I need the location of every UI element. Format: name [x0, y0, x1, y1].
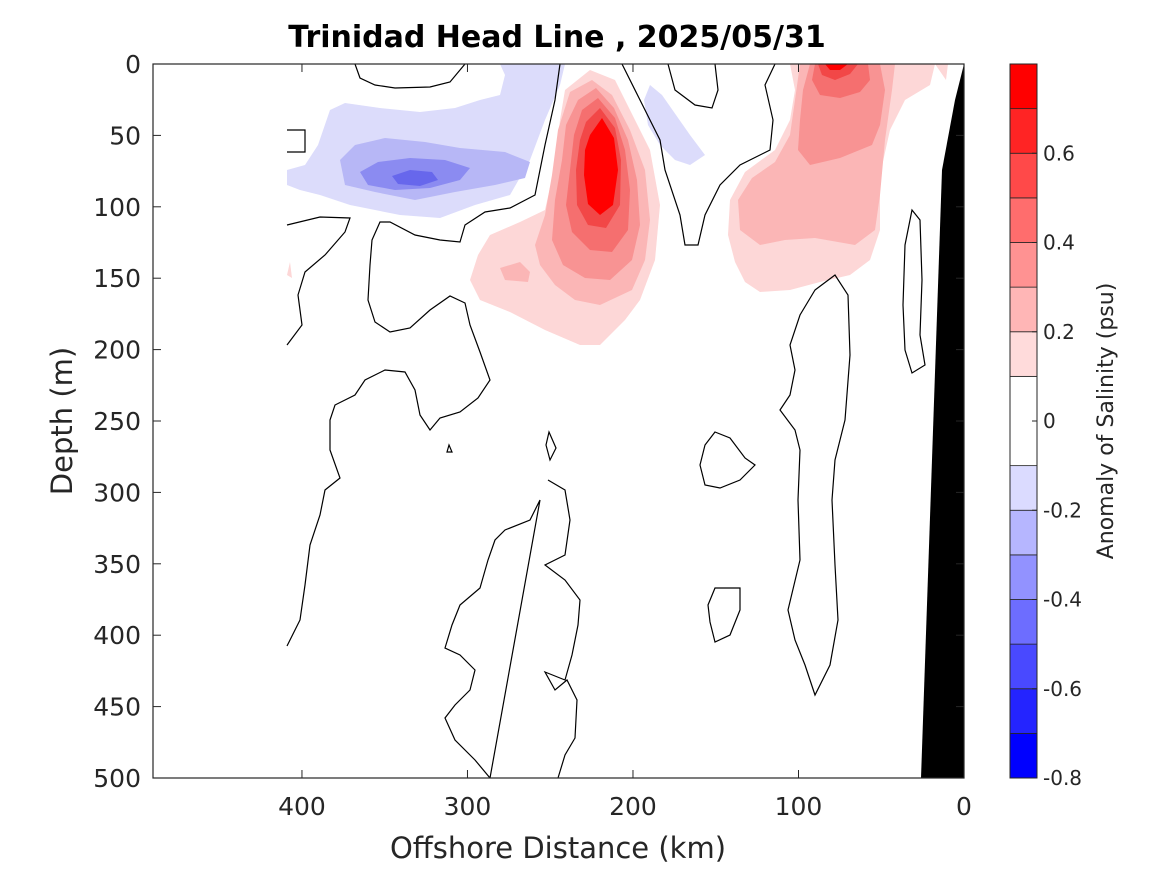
colorbar-tick-label: 0.4: [1043, 231, 1075, 255]
colorbar-tick-label: -0.2: [1043, 498, 1082, 522]
zero-contour-line: [354, 64, 466, 89]
colorbar-tick-label: -0.8: [1043, 766, 1082, 790]
x-tick-label: 300: [444, 792, 492, 821]
x-axis: 400 300 200 100 0: [278, 64, 972, 821]
zero-contour-line: [707, 587, 741, 643]
y-axis-label: Depth (m): [45, 347, 79, 495]
y-tick-label: 350: [93, 550, 141, 579]
negative-anomaly-band-04: [392, 170, 438, 186]
zero-contour-line: [699, 431, 756, 489]
negative-anomaly-band-nearshore: [644, 85, 705, 165]
zero-contour-line: [286, 64, 561, 647]
zero-contours: [286, 64, 926, 778]
colorbar-swatch: [1009, 688, 1038, 734]
colorbar-swatch: [1009, 197, 1038, 243]
zero-contour-line: [621, 64, 776, 246]
y-tick-label: 300: [93, 478, 141, 507]
y-tick-label: 500: [93, 764, 141, 793]
colorbar-tick-label: -0.6: [1043, 677, 1082, 701]
zero-contour-line: [444, 479, 581, 778]
colorbar-swatch: [1009, 242, 1038, 288]
positive-anomaly-band-nearshore-06: [825, 64, 848, 70]
y-tick-label: 0: [125, 50, 141, 79]
colorbar-swatch: [1009, 509, 1038, 556]
positive-anomaly-band-06: [584, 118, 618, 215]
x-tick-label: 400: [278, 792, 326, 821]
colorbar-swatch: [1009, 732, 1038, 779]
zero-contour-line: [545, 430, 557, 462]
x-tick-label: 200: [609, 792, 657, 821]
zero-contour-line: [902, 208, 926, 374]
y-tick-label: 200: [93, 336, 141, 365]
y-tick-label: 100: [93, 193, 141, 222]
positive-anomaly-band-nearshore-05: [818, 64, 858, 80]
x-tick-label: 100: [775, 792, 823, 821]
plot-area: [152, 63, 965, 779]
colorbar-tick-label: 0.6: [1043, 141, 1075, 165]
colorbar: 0.6 0.4 0.2 0 -0.2 -0.4 -0.6 -0.8 Anomaly of Sa…: [1009, 63, 1119, 790]
colorbar-swatch: [1009, 331, 1038, 377]
colorbar-swatch: [1009, 554, 1038, 600]
colorbar-tick-label: 0.2: [1043, 320, 1075, 344]
bathymetry-seafloor: [921, 64, 964, 778]
colorbar-label: Anomaly of Salinity (psu): [1094, 283, 1119, 560]
colorbar-ticks: 0.6 0.4 0.2 0 -0.2 -0.4 -0.6 -0.8: [1032, 141, 1082, 790]
zero-contour-line: [286, 216, 351, 346]
colorbar-swatch: [1009, 152, 1038, 199]
colorbar-tick-label: 0: [1043, 409, 1056, 433]
colorbar-swatch: [1009, 599, 1038, 645]
y-tick-label: 250: [93, 407, 141, 436]
x-tick-label: 0: [956, 792, 972, 821]
colorbar-swatch: [1009, 108, 1038, 154]
colorbar-swatch: [1009, 286, 1038, 333]
x-axis-label: Offshore Distance (km): [390, 831, 726, 865]
colorbar-swatch: [1009, 63, 1038, 110]
zero-contour-line: [287, 129, 306, 153]
colorbar-swatch: [1009, 465, 1038, 511]
colorbar-swatch: [1009, 643, 1038, 690]
zero-contour-line: [446, 443, 453, 453]
y-tick-label: 400: [93, 621, 141, 650]
y-tick-label: 50: [109, 121, 141, 150]
filled-contours: [287, 64, 948, 345]
zero-contour-line: [779, 274, 851, 697]
y-axis: 0 50 100 150 200 250 300 350 400 450 500: [93, 50, 964, 793]
zero-contour-line: [667, 64, 719, 109]
chart-title: Trinidad Head Line , 2025/05/31: [288, 20, 825, 55]
y-tick-label: 450: [93, 693, 141, 722]
colorbar-tick-label: -0.4: [1043, 588, 1082, 612]
y-tick-label: 150: [93, 264, 141, 293]
